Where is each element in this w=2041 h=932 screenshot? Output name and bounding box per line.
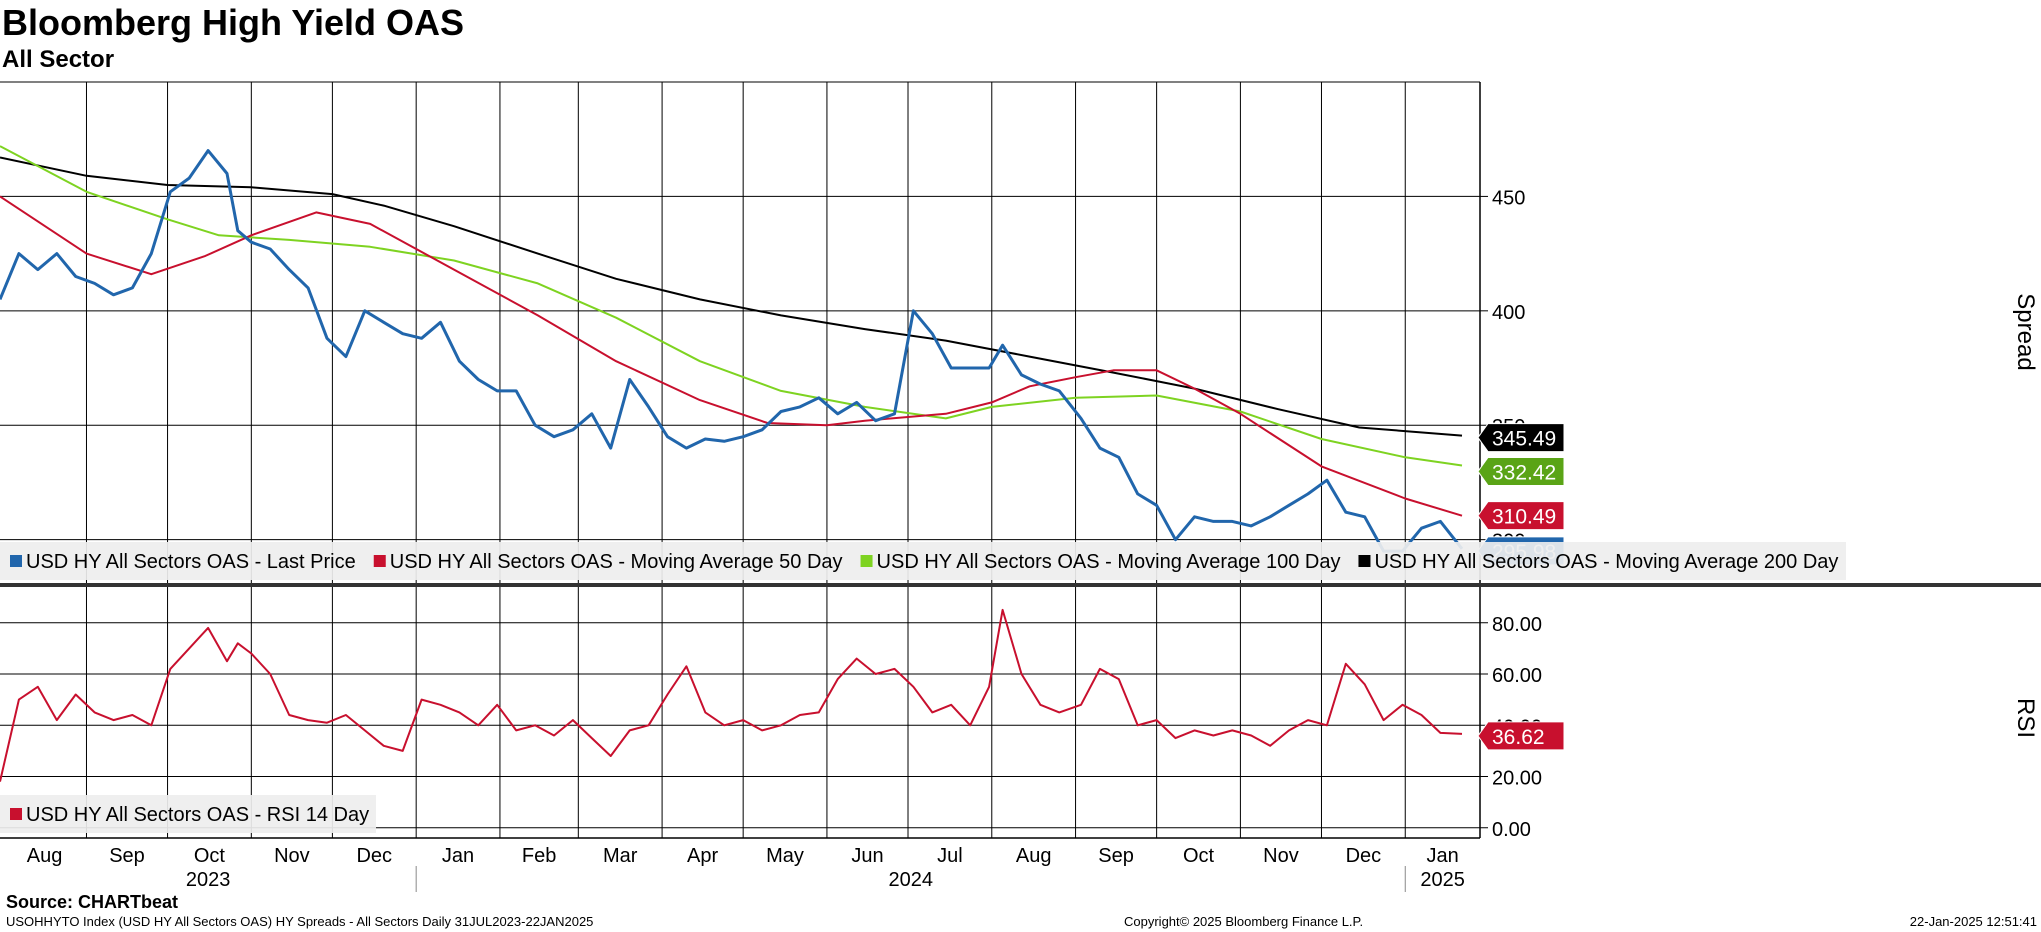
x-month-label: Aug [1016,845,1052,867]
upper-y-tick-label: 400 [1492,302,1525,324]
chart-title: Bloomberg High Yield OAS [2,2,465,43]
legend-entry[interactable]: USD HY All Sectors OAS - Moving Average … [390,551,843,573]
x-month-label: Oct [194,845,226,867]
legend-box [0,795,376,833]
lower-series-lines [0,608,1463,782]
upper-y-tick-labels: 450400350300 [1480,187,1525,553]
end-tag-value: 332.42 [1492,461,1556,484]
legend-swatch [10,808,22,820]
series-line-last_price [0,149,1464,553]
end-tag-ma200 [1477,423,1565,453]
end-tag-value: 345.49 [1492,428,1556,451]
end-tag-value: 36.62 [1492,726,1545,749]
panel-frame [0,81,2041,839]
x-month-label: Sep [109,845,145,867]
panel-divider [0,583,2041,587]
x-axis: Aug Sep Oct Nov Dec Jan Feb Mar Apr May Jun Jul Aug S… [27,845,1465,892]
end-tag-value: 310.49 [1492,506,1556,529]
x-month-label: Sep [1098,845,1134,867]
legend-entry[interactable]: USD HY All Sectors OAS - Last Price [26,551,356,573]
footer-timestamp: 22-Jan-2025 12:51:41 [1909,914,2037,929]
legend-swatch [860,555,873,567]
x-month-label: Feb [522,845,556,867]
lower-gridlines [0,622,1480,829]
upper-series-lines [0,145,1464,553]
lower-y-axis-label: RSI [2012,698,2039,738]
month-gridlines [85,82,1406,838]
x-month-label: Jul [937,845,963,867]
upper-y-axis-label: Spread [2012,293,2039,370]
x-month-label: Dec [1346,845,1382,867]
x-month-label: Nov [1263,845,1299,867]
end-tag-ma50 [1477,501,1565,531]
x-year-label: 2024 [888,869,933,891]
series-line-ma100 [0,145,1463,467]
source-note: Source: CHARTbeat [6,892,179,912]
x-year-label: 2023 [186,869,231,891]
legends[interactable]: USD HY All Sectors OAS - Last Price USD H… [0,542,1846,833]
x-month-label: Jan [442,845,474,867]
upper-y-tick-label: 450 [1492,187,1525,209]
x-month-label: Apr [687,845,718,867]
series-line-ma200 [0,156,1463,437]
lower-y-tick-label: 60.00 [1492,665,1542,687]
legend-entry[interactable]: USD HY All Sectors OAS - Moving Average … [877,551,1341,573]
lower-y-tick-label: 0.00 [1492,819,1531,841]
series-line-rsi [0,608,1463,782]
x-month-label: Aug [27,845,63,867]
lower-y-tick-label: 20.00 [1492,768,1542,790]
end-tag-ma100 [1477,456,1565,486]
x-month-label: Mar [603,845,638,867]
series-line-ma50 [0,195,1463,517]
x-year-label: 2025 [1420,869,1465,891]
legend-swatch [1358,555,1371,567]
x-month-label: May [766,845,804,867]
footer-copyright: Copyright© 2025 Bloomberg Finance L.P. [1124,914,1364,929]
upper-gridlines [0,195,1480,541]
footer-description: USOHHYTO Index (USD HY All Sectors OAS) … [6,914,594,929]
x-month-label: Dec [356,845,392,867]
chart-subtitle: All Sector [2,46,115,73]
x-month-label: Nov [274,845,310,867]
legend-entry[interactable]: USD HY All Sectors OAS - Moving Average … [1374,551,1838,573]
x-month-label: Oct [1183,845,1215,867]
legend-box [0,542,1846,580]
legend-swatch [373,555,386,567]
x-month-label: Jan [1426,845,1458,867]
legend-swatch [10,555,22,567]
lower-y-tick-label: 80.00 [1492,614,1542,636]
x-month-label: Jun [851,845,883,867]
end-tag-rsi [1477,721,1565,751]
legend-entry[interactable]: USD HY All Sectors OAS - RSI 14 Day [26,804,369,826]
